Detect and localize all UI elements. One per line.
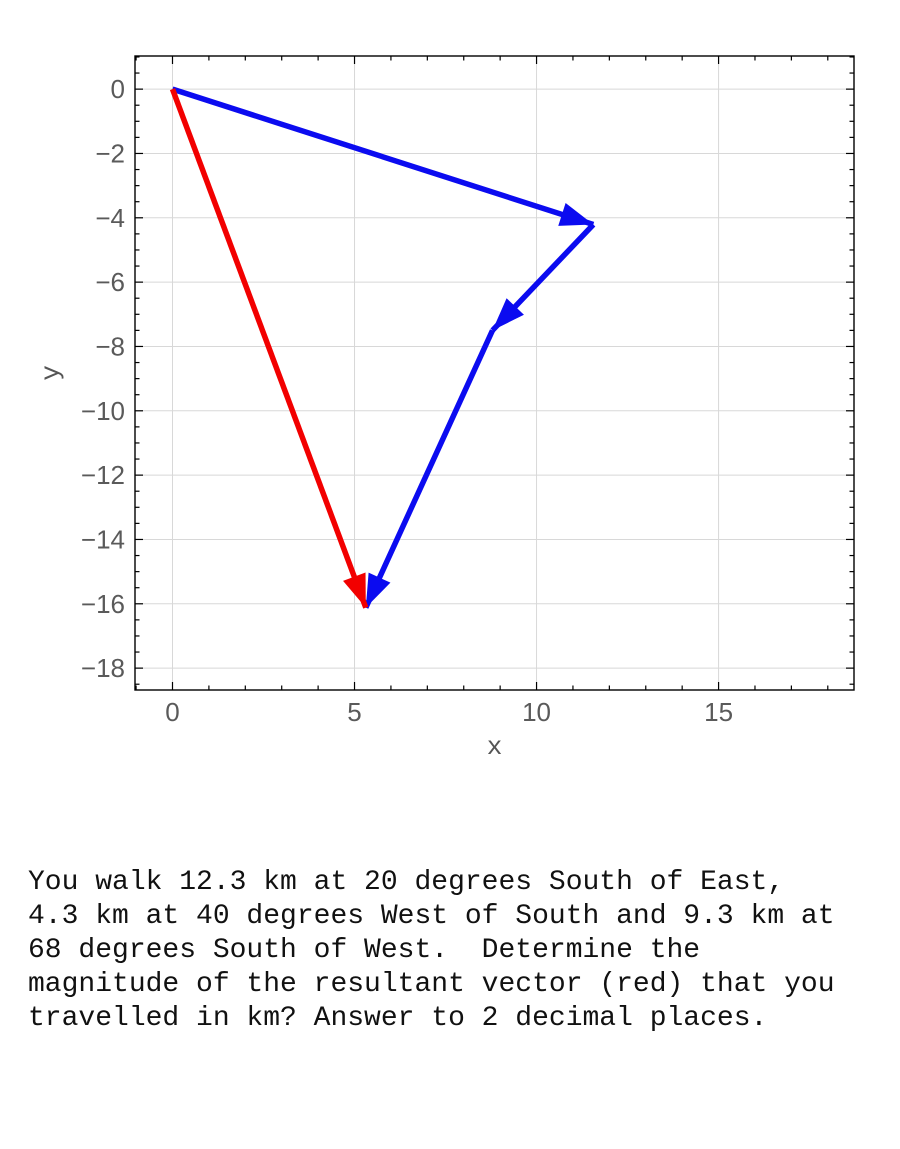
y-tick-label: −4 (95, 203, 125, 233)
y-tick-label: −12 (81, 460, 125, 490)
gridlines (135, 56, 854, 690)
y-tick-label: −10 (81, 396, 125, 426)
y-tick-label: −14 (81, 524, 125, 554)
arrow-shaft (363, 329, 495, 609)
x-tick-label: 0 (165, 697, 179, 727)
x-tick-label: 15 (704, 697, 733, 727)
question-line: 68 degrees South of West. Determine the (28, 935, 701, 966)
question-line: travelled in km? Answer to 2 decimal pla… (28, 1003, 768, 1034)
arrowhead-icon (558, 203, 594, 226)
plot-frame (134, 55, 855, 691)
x-axis-title: x (487, 732, 503, 762)
arrowhead-icon (343, 572, 366, 608)
arrow-shaft (171, 86, 595, 228)
y-tick-labels: 0 −2 −4 −6 −8 −10 −12 −14 −16 −18 (81, 74, 125, 683)
question-line: 4.3 km at 40 degrees West of South and 9… (28, 901, 835, 932)
y-tick-label: −16 (81, 589, 125, 619)
leg-1-12.3km-20deg-S-of-E-arrow (171, 86, 595, 228)
question-text: You walk 12.3 km at 20 degrees South of … (28, 866, 888, 1036)
y-tick-label: −6 (95, 267, 125, 297)
leg-3-9.3km-68deg-S-of-W-arrow (363, 329, 495, 609)
y-tick-label: −2 (95, 138, 125, 168)
arrowhead-icon (492, 298, 524, 331)
y-tick-label: 0 (111, 74, 125, 104)
y-tick-label: −8 (95, 331, 125, 361)
y-tick-label: −18 (81, 653, 125, 683)
vector-plot: 0 5 10 15 0 −2 −4 −6 −8 −10 −12 −14 −16 −18 x y (36, 55, 855, 762)
question-line: You walk 12.3 km at 20 degrees South of … (28, 867, 785, 898)
axis-ticks (135, 56, 854, 690)
arrowhead-icon (365, 572, 391, 608)
arrow-shaft (169, 88, 369, 609)
question-line: magnitude of the resultant vector (red) … (28, 969, 835, 1000)
resultant-vector-arrow (169, 88, 369, 609)
y-axis-title: y (36, 365, 66, 381)
x-tick-labels: 0 5 10 15 (165, 697, 733, 727)
x-tick-label: 5 (347, 697, 361, 727)
x-tick-label: 10 (522, 697, 551, 727)
leg-2-4.3km-40deg-W-of-S-arrow (490, 222, 596, 333)
